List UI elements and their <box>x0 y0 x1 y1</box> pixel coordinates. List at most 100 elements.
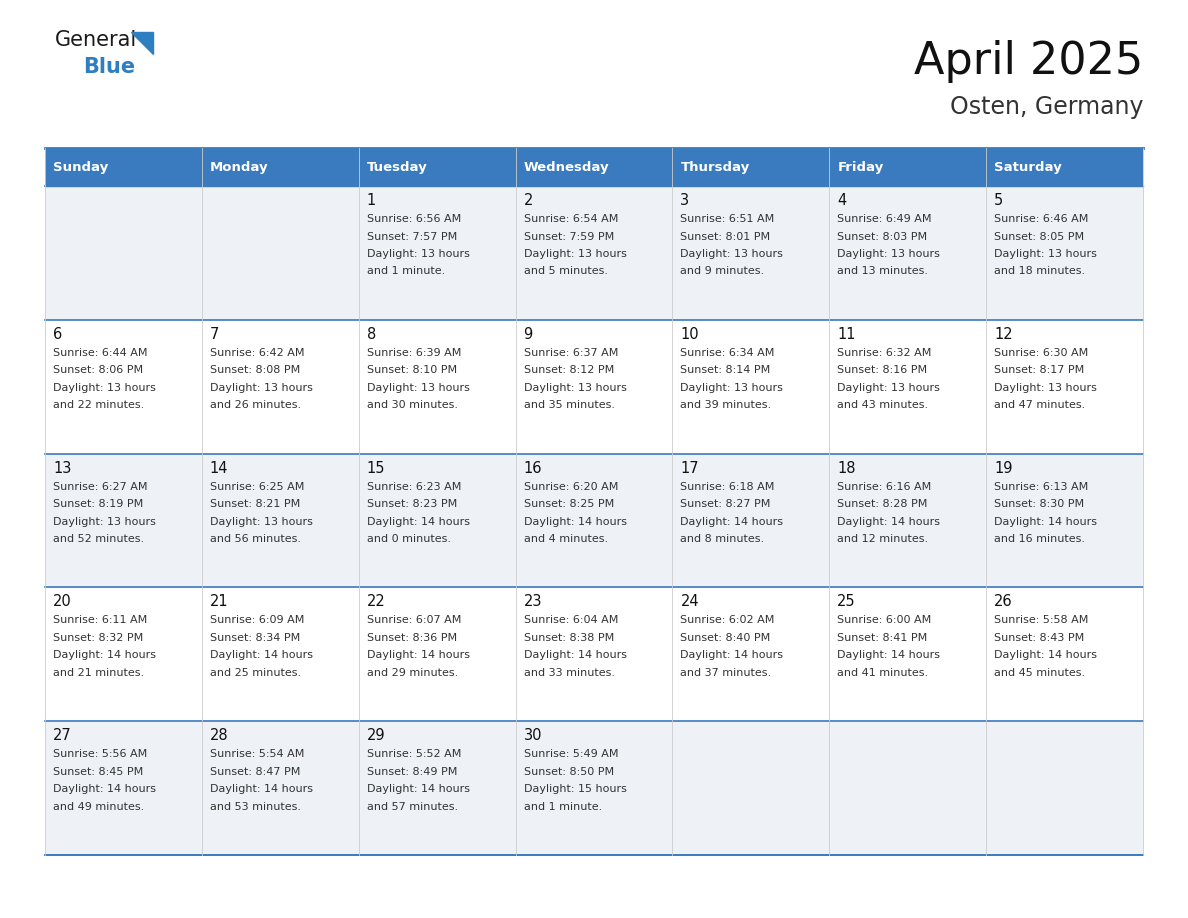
Text: and 18 minutes.: and 18 minutes. <box>994 266 1086 276</box>
Bar <box>359 588 516 722</box>
Text: Sunrise: 5:49 AM: Sunrise: 5:49 AM <box>524 749 618 759</box>
Text: Sunset: 8:36 PM: Sunset: 8:36 PM <box>367 633 457 643</box>
Bar <box>516 319 672 453</box>
Text: Daylight: 14 hours: Daylight: 14 hours <box>681 650 783 660</box>
Text: 28: 28 <box>210 728 228 744</box>
Text: Daylight: 13 hours: Daylight: 13 hours <box>524 383 626 393</box>
Text: Sunset: 8:40 PM: Sunset: 8:40 PM <box>681 633 771 643</box>
Text: 14: 14 <box>210 461 228 476</box>
Bar <box>672 319 829 453</box>
Text: Daylight: 14 hours: Daylight: 14 hours <box>53 650 156 660</box>
Bar <box>516 186 672 319</box>
Text: Sunset: 8:14 PM: Sunset: 8:14 PM <box>681 365 771 375</box>
Text: Daylight: 14 hours: Daylight: 14 hours <box>681 517 783 527</box>
Bar <box>45 319 202 453</box>
Bar <box>672 588 829 722</box>
Text: Daylight: 13 hours: Daylight: 13 hours <box>53 383 156 393</box>
Text: Daylight: 14 hours: Daylight: 14 hours <box>994 517 1098 527</box>
Bar <box>829 319 986 453</box>
Text: 7: 7 <box>210 327 220 341</box>
Text: 29: 29 <box>367 728 385 744</box>
Text: Sunrise: 5:56 AM: Sunrise: 5:56 AM <box>53 749 147 759</box>
Text: 19: 19 <box>994 461 1012 476</box>
Text: Friday: Friday <box>838 161 884 174</box>
Text: Sunrise: 6:09 AM: Sunrise: 6:09 AM <box>210 615 304 625</box>
Text: and 53 minutes.: and 53 minutes. <box>210 801 301 812</box>
Text: Sunset: 8:23 PM: Sunset: 8:23 PM <box>367 499 457 509</box>
Text: Sunrise: 6:04 AM: Sunrise: 6:04 AM <box>524 615 618 625</box>
Text: and 12 minutes.: and 12 minutes. <box>838 534 928 544</box>
Text: Daylight: 13 hours: Daylight: 13 hours <box>838 383 940 393</box>
Bar <box>359 453 516 588</box>
Text: Sunrise: 6:49 AM: Sunrise: 6:49 AM <box>838 214 931 224</box>
Bar <box>672 148 829 186</box>
Text: Daylight: 15 hours: Daylight: 15 hours <box>524 784 626 794</box>
Bar <box>45 722 202 855</box>
Text: Sunrise: 6:16 AM: Sunrise: 6:16 AM <box>838 482 931 492</box>
Text: Daylight: 14 hours: Daylight: 14 hours <box>367 650 469 660</box>
Text: and 22 minutes.: and 22 minutes. <box>53 400 144 410</box>
Bar <box>202 148 359 186</box>
Bar <box>45 148 202 186</box>
Text: Sunset: 8:08 PM: Sunset: 8:08 PM <box>210 365 301 375</box>
Bar <box>202 722 359 855</box>
Text: Sunset: 8:10 PM: Sunset: 8:10 PM <box>367 365 457 375</box>
Bar <box>829 588 986 722</box>
Text: Sunset: 8:47 PM: Sunset: 8:47 PM <box>210 767 301 777</box>
Text: Sunset: 8:17 PM: Sunset: 8:17 PM <box>994 365 1085 375</box>
Text: Sunset: 8:01 PM: Sunset: 8:01 PM <box>681 231 771 241</box>
Text: Sunrise: 6:46 AM: Sunrise: 6:46 AM <box>994 214 1088 224</box>
Bar <box>202 588 359 722</box>
Text: and 25 minutes.: and 25 minutes. <box>210 668 301 677</box>
Text: Daylight: 14 hours: Daylight: 14 hours <box>524 650 626 660</box>
Text: General: General <box>55 30 138 50</box>
Bar <box>986 186 1143 319</box>
Bar <box>986 588 1143 722</box>
Polygon shape <box>131 32 153 54</box>
Text: Sunrise: 6:42 AM: Sunrise: 6:42 AM <box>210 348 304 358</box>
Bar <box>202 186 359 319</box>
Bar <box>45 453 202 588</box>
Text: Daylight: 14 hours: Daylight: 14 hours <box>524 517 626 527</box>
Text: Daylight: 14 hours: Daylight: 14 hours <box>838 650 940 660</box>
Text: 4: 4 <box>838 193 847 208</box>
Text: Monday: Monday <box>210 161 268 174</box>
Text: 15: 15 <box>367 461 385 476</box>
Bar <box>45 186 202 319</box>
Bar <box>672 186 829 319</box>
Text: Sunset: 7:59 PM: Sunset: 7:59 PM <box>524 231 614 241</box>
Text: and 21 minutes.: and 21 minutes. <box>53 668 144 677</box>
Text: 6: 6 <box>53 327 62 341</box>
Bar <box>516 453 672 588</box>
Bar <box>359 722 516 855</box>
Text: and 37 minutes.: and 37 minutes. <box>681 668 771 677</box>
Bar <box>829 453 986 588</box>
Text: 9: 9 <box>524 327 533 341</box>
Text: 25: 25 <box>838 594 855 610</box>
Text: Daylight: 14 hours: Daylight: 14 hours <box>838 517 940 527</box>
Text: Sunrise: 6:20 AM: Sunrise: 6:20 AM <box>524 482 618 492</box>
Text: Sunset: 8:19 PM: Sunset: 8:19 PM <box>53 499 144 509</box>
Bar <box>986 453 1143 588</box>
Text: Sunrise: 6:11 AM: Sunrise: 6:11 AM <box>53 615 147 625</box>
Text: and 56 minutes.: and 56 minutes. <box>210 534 301 544</box>
Text: Sunset: 8:41 PM: Sunset: 8:41 PM <box>838 633 928 643</box>
Text: Blue: Blue <box>83 57 135 77</box>
Text: 22: 22 <box>367 594 385 610</box>
Text: Sunrise: 6:02 AM: Sunrise: 6:02 AM <box>681 615 775 625</box>
Text: Sunset: 8:21 PM: Sunset: 8:21 PM <box>210 499 301 509</box>
Bar <box>672 722 829 855</box>
Text: Daylight: 13 hours: Daylight: 13 hours <box>367 249 469 259</box>
Bar <box>45 588 202 722</box>
Text: and 52 minutes.: and 52 minutes. <box>53 534 144 544</box>
Text: and 16 minutes.: and 16 minutes. <box>994 534 1085 544</box>
Text: Sunrise: 6:18 AM: Sunrise: 6:18 AM <box>681 482 775 492</box>
Bar <box>516 722 672 855</box>
Text: 2: 2 <box>524 193 533 208</box>
Text: Sunrise: 5:58 AM: Sunrise: 5:58 AM <box>994 615 1088 625</box>
Text: Sunset: 8:25 PM: Sunset: 8:25 PM <box>524 499 614 509</box>
Text: Sunrise: 6:44 AM: Sunrise: 6:44 AM <box>53 348 147 358</box>
Bar <box>672 453 829 588</box>
Text: and 35 minutes.: and 35 minutes. <box>524 400 614 410</box>
Text: Daylight: 14 hours: Daylight: 14 hours <box>994 650 1098 660</box>
